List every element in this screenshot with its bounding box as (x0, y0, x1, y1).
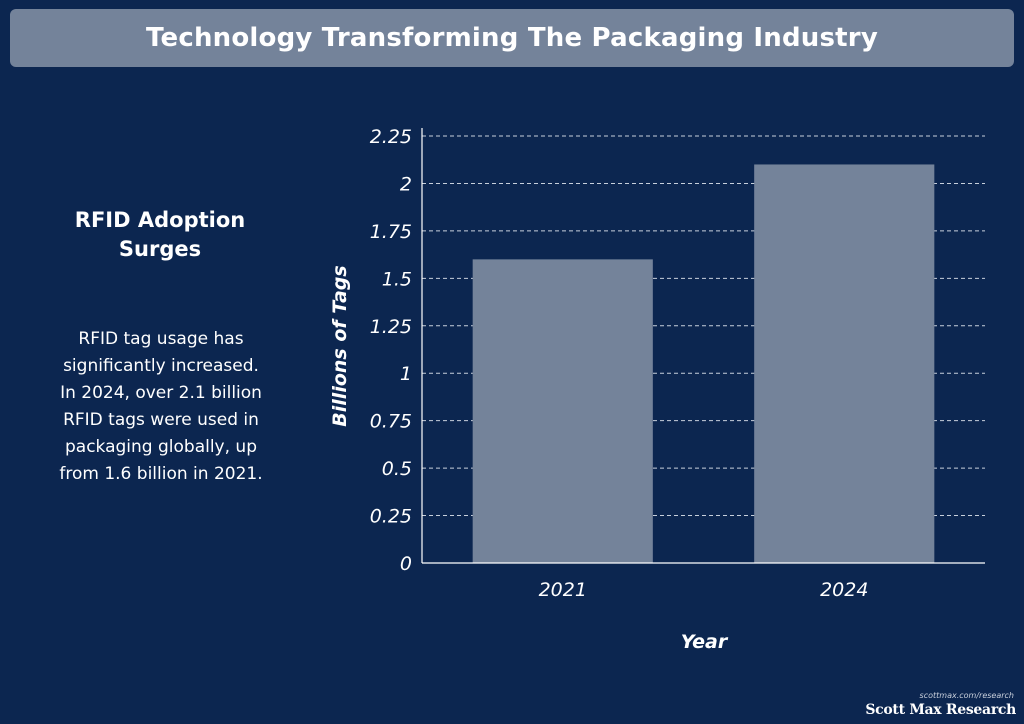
axis-layer: 0 0.25 0.5 0.75 1 1.25 1.5 1.75 2 2.25 2021 2024 (370, 126, 985, 601)
x-tick-label: 2024 (820, 579, 868, 601)
y-tick-label: 0.5 (382, 458, 412, 480)
y-tick-label: 0 (400, 553, 412, 575)
x-tick-label: 2021 (539, 579, 587, 601)
footer-url: scottmax.com/research (919, 691, 1014, 700)
y-tick-label: 0.75 (370, 411, 412, 433)
sidebar-body: RFID tag usage has significantly increas… (59, 329, 263, 484)
y-tick-label: 2 (400, 173, 412, 195)
bar-2024 (754, 164, 935, 563)
bar-layer (472, 164, 935, 563)
footer-brand-logo: Scott Max Research (865, 702, 1016, 718)
y-tick-label: 2.25 (370, 126, 412, 148)
bar-chart: 0 0.25 0.5 0.75 1 1.25 1.5 1.75 2 2.25 2021 2024 Bi… (329, 126, 985, 653)
y-tick-label: 1.5 (382, 268, 412, 290)
x-axis-label: Year (681, 631, 729, 653)
sidebar-heading: RFID Adoption Surges (74, 208, 246, 261)
y-tick-label: 1.75 (370, 221, 412, 243)
y-tick-label: 0.25 (370, 506, 412, 528)
y-axis-label: Billions of Tags (329, 265, 351, 426)
page-title: Technology Transforming The Packaging In… (146, 23, 878, 53)
title-banner: Technology Transforming The Packaging In… (10, 9, 1014, 67)
bar-2021 (472, 259, 653, 563)
y-tick-label: 1.25 (370, 316, 412, 338)
y-tick-label: 1 (400, 363, 412, 385)
